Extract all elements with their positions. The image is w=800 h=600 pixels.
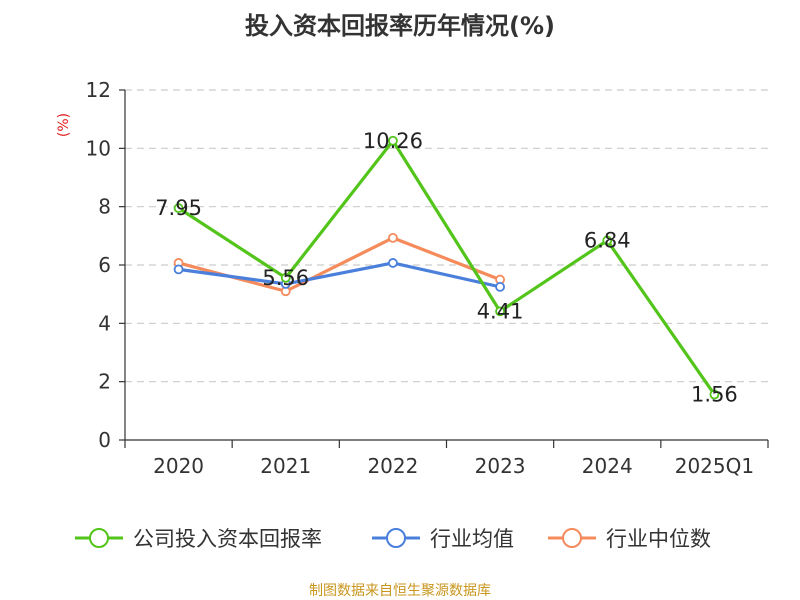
data-label: 1.56: [691, 383, 738, 407]
data-label: 5.56: [262, 266, 309, 290]
legend-swatch-marker: [562, 528, 582, 548]
y-axis-label: (%): [56, 113, 72, 137]
x-tick-label: 2023: [475, 454, 526, 478]
legend-swatch-marker: [386, 528, 406, 548]
data-point: [173, 203, 184, 214]
legend-label: 行业中位数: [606, 527, 711, 551]
x-tick-label: 2020: [153, 454, 204, 478]
legend: 公司投入资本回报率 行业均值 行业中位数: [75, 527, 711, 551]
data-point: [709, 389, 720, 400]
axes: 0 2 4 6 8 10 12 2020 2021 2022 2023 2024 2025Q1: [86, 78, 769, 478]
x-tick-label: 2022: [367, 454, 418, 478]
legend-item-2: 行业均值: [372, 527, 514, 551]
data-point: [173, 264, 184, 275]
data-point: [495, 306, 505, 317]
legend-item-1: 公司投入资本回报率: [75, 527, 322, 551]
legend-swatch-marker: [89, 528, 109, 548]
series-line: [176, 139, 717, 397]
data-label: 4.41: [477, 299, 524, 323]
x-tick-label: 2025Q1: [675, 454, 754, 478]
series-line: [176, 261, 502, 289]
data-labels: 7.95 5.56 10.26 4.41 6.84 1.56: [155, 129, 738, 407]
x-tick-label: 2024: [582, 454, 633, 478]
data-point: [388, 232, 398, 243]
series-layer: [173, 135, 720, 400]
x-tick-label: 2021: [260, 454, 311, 478]
legend-label: 行业均值: [430, 527, 514, 551]
data-label: 6.84: [584, 229, 631, 253]
data-point: [388, 135, 398, 146]
data-point: [602, 235, 613, 246]
legend-label: 公司投入资本回报率: [133, 527, 322, 551]
data-point: [388, 258, 398, 268]
y-tick-label: 12: [86, 78, 111, 102]
data-point: [280, 272, 291, 283]
y-tick-label: 6: [98, 253, 111, 277]
y-tick-label: 0: [98, 428, 111, 452]
chart-title: 投入资本回报率历年情况(%): [245, 12, 555, 40]
series-1: [173, 135, 720, 400]
data-point: [495, 281, 505, 292]
data-label: 10.26: [363, 129, 423, 153]
y-tick-label: 8: [98, 195, 111, 219]
legend-item-3: 行业中位数: [548, 527, 711, 551]
y-tick-label: 4: [98, 311, 111, 335]
data-label: 7.95: [155, 196, 202, 220]
source-note: 制图数据来自恒生聚源数据库: [309, 583, 491, 599]
y-tick-label: 10: [86, 136, 111, 160]
y-tick-label: 2: [98, 370, 111, 394]
